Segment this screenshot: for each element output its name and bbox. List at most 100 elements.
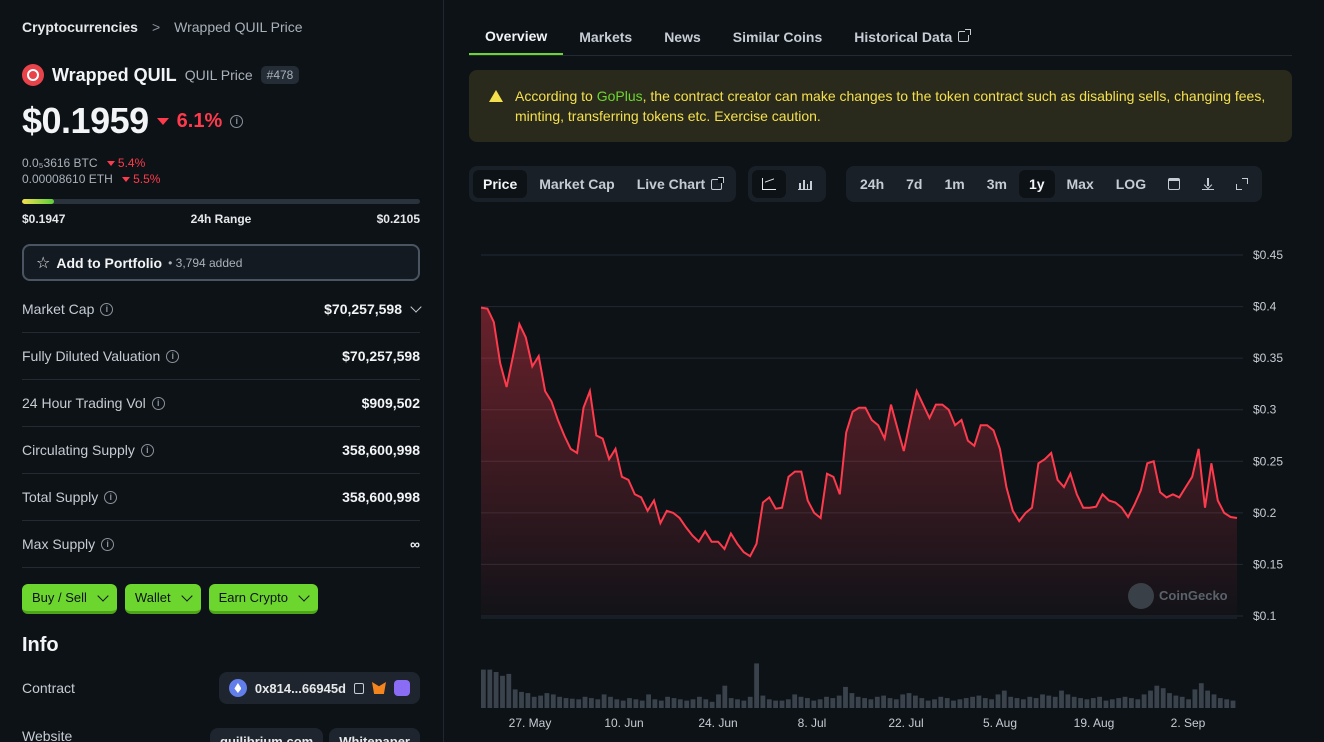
volume-bar [754,663,759,708]
website-link[interactable]: quilibrium.com [210,728,324,742]
volume-bar [766,699,772,708]
down-arrow-icon [106,161,115,167]
warning-prefix: According to [515,88,597,104]
stat-value: $70,257,598 [342,348,420,364]
tab-historical-data[interactable]: Historical Data [838,18,985,55]
date-picker-button[interactable] [1158,170,1190,198]
whitepaper-link[interactable]: Whitepaper [329,728,420,742]
goplus-link[interactable]: GoPlus [596,88,643,104]
metamask-icon[interactable] [372,682,386,694]
info-icon[interactable]: i [100,302,114,316]
price-view-button[interactable]: Price [473,170,528,198]
range-24h-button[interactable]: 24h [860,176,885,192]
copy-icon[interactable] [354,682,364,694]
info-icon[interactable]: i [140,443,154,457]
volume-bar [569,698,575,708]
coin-name: Wrapped QUIL [52,64,177,85]
volume-bar [913,695,918,708]
btc-change: 5.4% [117,156,146,170]
contract-pill[interactable]: 0x814...66945d [218,672,420,704]
volume-bar [1001,690,1007,708]
stat-value[interactable]: $70,257,598 [324,301,422,317]
portfolio-label: Add to Portfolio [56,254,163,271]
tab-markets[interactable]: Markets [579,28,633,45]
volume-bar [811,700,817,708]
volume-bar [1027,696,1033,708]
volume-bar [735,699,740,708]
info-icon[interactable]: i [230,114,244,128]
tab-news[interactable]: News [664,28,701,45]
info-icon[interactable]: i [166,349,180,363]
star-icon: ☆ [36,254,51,272]
info-icon[interactable]: i [104,490,118,504]
range-7d-button[interactable]: 7d [906,176,923,192]
stat-label-text: Total Supply [22,489,99,505]
volume-bar [500,675,505,708]
x-tick-label: 10. Jun [604,716,643,730]
volume-bar [900,694,906,708]
range-low: $0.1947 [22,212,66,226]
stat-row: Fully Diluted Valuation i $70,257,598 [22,333,420,380]
watermark-text: CoinGecko [1159,588,1228,603]
volume-bar [506,673,512,708]
fullscreen-button[interactable] [1226,170,1258,198]
volume-bar [595,699,601,708]
external-link-icon [958,29,972,42]
volume-bar [1046,695,1052,708]
eth-price-row: 0.00008610 ETH 5.5% [22,171,160,187]
live-chart-button[interactable]: Live Chart [627,170,732,198]
stat-label-text: Fully Diluted Valuation [22,348,161,364]
volume-bar [1008,696,1014,708]
market-cap-view-button[interactable]: Market Cap [539,176,615,192]
download-button[interactable] [1192,170,1224,198]
line-chart-button[interactable] [752,170,786,198]
volume-bar [1198,683,1204,708]
volume-bar [1090,698,1096,708]
volume-bar [1052,696,1058,708]
earn-crypto-button[interactable]: Earn Crypto [208,584,318,614]
volume-bar [1192,689,1198,708]
volume-bar [728,698,734,708]
stat-value-text: 358,600,998 [342,442,420,458]
stat-label-text: Market Cap [22,301,95,317]
buy-sell-button[interactable]: Buy / Sell [22,584,117,614]
stat-row: Total Supply i 358,600,998 [22,474,420,521]
price-area [481,307,1237,616]
info-icon[interactable]: i [151,396,165,410]
add-to-portfolio-button[interactable]: ☆ Add to Portfolio • 3,794 added [22,244,420,281]
stat-value: $909,502 [362,395,420,411]
wallet-button[interactable]: Wallet [124,584,201,614]
range-1m-button[interactable]: 1m [944,176,965,192]
volume-bar [925,700,931,708]
volume-bar [487,669,493,708]
y-tick-label: $0.15 [1253,557,1283,571]
warning-body: , the contract creator can make changes … [515,88,1266,124]
coin-logo-icon [22,64,44,86]
stat-value: 358,600,998 [342,442,420,458]
log-scale-button[interactable]: LOG [1115,176,1147,192]
price-line [480,306,1238,558]
chevron-down-icon [298,589,310,602]
volume-bar [1033,698,1039,708]
price-chart[interactable]: $0.45 $0.4 $0.35 $0.3 $0.25 $0.2 $0.15 $0.1 27.… [445,210,1324,742]
buy-sell-label: Buy / Sell [32,590,87,605]
warning-icon [489,90,503,102]
wallet-app-icon[interactable] [394,680,410,696]
candlestick-chart-button[interactable] [788,170,822,198]
tab-overview[interactable]: Overview [469,18,564,55]
info-icon[interactable]: i [101,537,115,551]
chart-type-selector [748,166,826,202]
volume-bar [944,698,950,708]
volume-bar [1135,699,1141,708]
range-3m-button[interactable]: 3m [986,176,1007,192]
breadcrumb-root-link[interactable]: Cryptocurrencies [22,19,138,35]
range-1y-button[interactable]: 1y [1018,170,1055,198]
volume-bar [798,696,804,708]
chevron-down-icon[interactable] [410,301,422,313]
eth-change: 5.5% [133,172,161,186]
candlestick-icon [798,178,812,190]
stat-label-text: Circulating Supply [22,442,135,458]
range-max-button[interactable]: Max [1066,176,1094,192]
tab-similar-coins[interactable]: Similar Coins [732,28,823,45]
volume-bar [684,700,690,708]
